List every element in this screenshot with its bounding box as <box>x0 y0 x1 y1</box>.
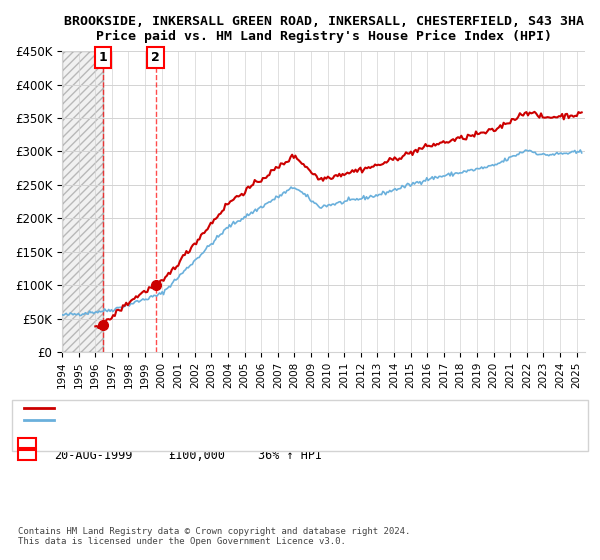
Text: 25-JUN-1996: 25-JUN-1996 <box>54 436 133 450</box>
Text: 1: 1 <box>99 51 107 64</box>
Text: £40,000: £40,000 <box>168 436 218 450</box>
Text: BROOKSIDE, INKERSALL GREEN ROAD, INKERSALL, CHESTERFIELD, S43 3HA (detached h: BROOKSIDE, INKERSALL GREEN ROAD, INKERSA… <box>60 403 541 413</box>
Text: 2: 2 <box>151 51 160 64</box>
Text: 1: 1 <box>23 436 31 450</box>
Text: 2: 2 <box>23 449 31 462</box>
Text: Contains HM Land Registry data © Crown copyright and database right 2024.
This d: Contains HM Land Registry data © Crown c… <box>18 526 410 546</box>
Text: HPI: Average price, detached house, Chesterfield: HPI: Average price, detached house, Ches… <box>60 415 360 425</box>
Text: 37% ↓ HPI: 37% ↓ HPI <box>258 436 322 450</box>
Text: 20-AUG-1999: 20-AUG-1999 <box>54 449 133 462</box>
Title: BROOKSIDE, INKERSALL GREEN ROAD, INKERSALL, CHESTERFIELD, S43 3HA
Price paid vs.: BROOKSIDE, INKERSALL GREEN ROAD, INKERSA… <box>64 15 584 43</box>
Text: £100,000: £100,000 <box>168 449 225 462</box>
Bar <box>62 51 103 352</box>
Text: 36% ↑ HPI: 36% ↑ HPI <box>258 449 322 462</box>
Bar <box>62 51 103 352</box>
